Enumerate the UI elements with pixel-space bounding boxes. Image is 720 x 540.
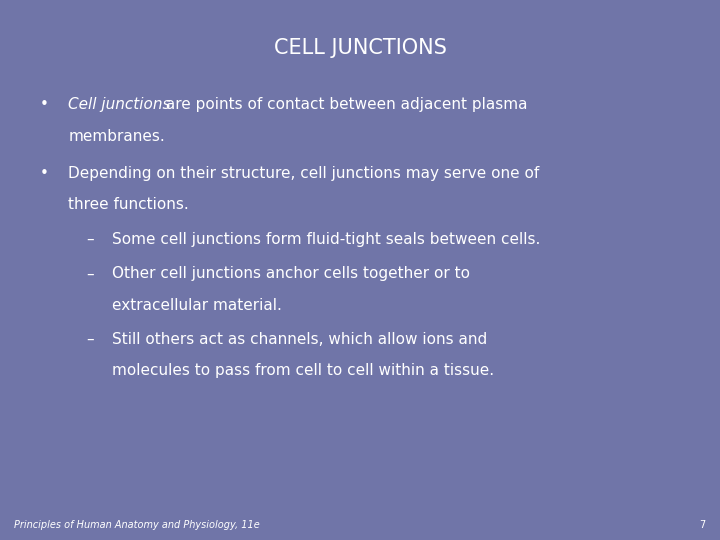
- Text: 7: 7: [699, 520, 706, 530]
- Text: •: •: [40, 166, 48, 181]
- Text: Still others act as channels, which allow ions and: Still others act as channels, which allo…: [112, 332, 487, 347]
- Text: Principles of Human Anatomy and Physiology, 11e: Principles of Human Anatomy and Physiolo…: [14, 520, 260, 530]
- Text: Some cell junctions form fluid-tight seals between cells.: Some cell junctions form fluid-tight sea…: [112, 232, 540, 247]
- Text: Other cell junctions anchor cells together or to: Other cell junctions anchor cells togeth…: [112, 266, 469, 281]
- Text: –: –: [86, 332, 94, 347]
- Text: –: –: [86, 232, 94, 247]
- Text: extracellular material.: extracellular material.: [112, 298, 282, 313]
- Text: membranes.: membranes.: [68, 129, 165, 144]
- Text: •: •: [40, 97, 48, 112]
- Text: molecules to pass from cell to cell within a tissue.: molecules to pass from cell to cell with…: [112, 363, 494, 379]
- Text: three functions.: three functions.: [68, 198, 189, 212]
- Text: Cell junctions: Cell junctions: [68, 97, 171, 112]
- Text: Depending on their structure, cell junctions may serve one of: Depending on their structure, cell junct…: [68, 166, 540, 181]
- Text: CELL JUNCTIONS: CELL JUNCTIONS: [274, 38, 446, 58]
- Text: are points of contact between adjacent plasma: are points of contact between adjacent p…: [161, 97, 527, 112]
- Text: –: –: [86, 266, 94, 281]
